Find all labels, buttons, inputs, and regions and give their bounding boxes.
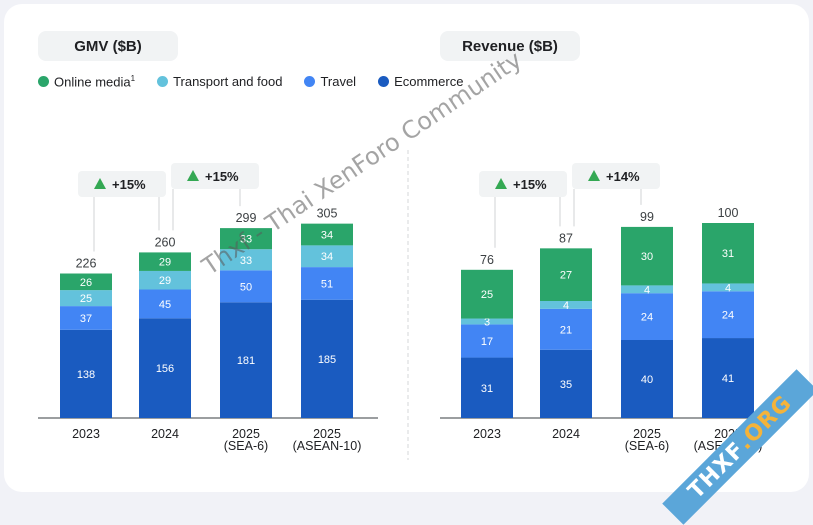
segment-value-label: 30: [641, 251, 653, 263]
category-tick-label: 2024: [552, 427, 580, 441]
segment-value-label: 17: [481, 336, 493, 348]
segment-value-label: 35: [560, 379, 572, 391]
segment-value-label: 138: [77, 369, 95, 381]
segment-value-label: 25: [80, 293, 92, 305]
category-tick-label: (SEA-6): [224, 439, 268, 453]
segment-value-label: 4: [725, 282, 731, 294]
category-tick-label: 2023: [72, 427, 100, 441]
growth-label: +15%: [513, 177, 547, 192]
total-value-label: 226: [76, 257, 97, 271]
segment-value-label: 185: [318, 354, 336, 366]
total-value-label: 99: [640, 210, 654, 224]
total-value-label: 87: [559, 231, 573, 245]
category-tick-label: 2023: [473, 427, 501, 441]
total-value-label: 305: [317, 207, 338, 221]
segment-value-label: 29: [159, 275, 171, 287]
category-tick-label: (SEA-6): [625, 439, 669, 453]
growth-label: +15%: [205, 169, 239, 184]
segment-value-label: 4: [563, 300, 569, 312]
segment-value-label: 33: [240, 234, 252, 246]
segment-value-label: 50: [240, 281, 252, 293]
segment-value-label: 40: [641, 374, 653, 386]
segment-value-label: 156: [156, 363, 174, 375]
segment-value-label: 33: [240, 255, 252, 267]
segment-value-label: 41: [722, 373, 734, 385]
segment-value-label: 31: [481, 383, 493, 395]
growth-label: +15%: [112, 177, 146, 192]
total-value-label: 299: [236, 211, 257, 225]
total-value-label: 100: [718, 206, 739, 220]
segment-value-label: 51: [321, 278, 333, 290]
segment-value-label: 37: [80, 313, 92, 325]
segment-value-label: 34: [321, 230, 333, 242]
category-tick-label: 2024: [151, 427, 179, 441]
segment-value-label: 25: [481, 289, 493, 301]
segment-value-label: 29: [159, 257, 171, 269]
charts-canvas: 138 37 25 26 226 2023 156 45 29 29 260 2024 181 50 33 3…: [0, 0, 813, 502]
total-value-label: 76: [480, 253, 494, 267]
segment-value-label: 21: [560, 324, 572, 336]
segment-value-label: 31: [722, 248, 734, 260]
segment-value-label: 24: [641, 312, 653, 324]
segment-value-label: 34: [321, 251, 333, 263]
segment-value-label: 4: [644, 284, 650, 296]
growth-label: +14%: [606, 169, 640, 184]
segment-value-label: 181: [237, 355, 255, 367]
category-tick-label: (ASEAN-10): [293, 439, 362, 453]
segment-value-label: 27: [560, 270, 572, 282]
segment-value-label: 26: [80, 277, 92, 289]
segment-value-label: 24: [722, 310, 734, 322]
total-value-label: 260: [155, 235, 176, 249]
segment-value-label: 45: [159, 299, 171, 311]
